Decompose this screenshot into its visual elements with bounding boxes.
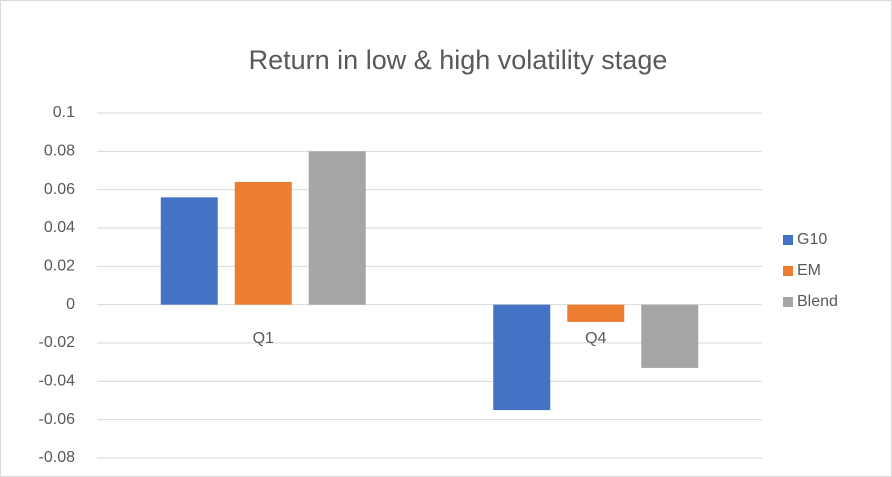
y-tick-label: 0 [66, 296, 75, 313]
bar [641, 304, 699, 368]
y-tick-label: 0.08 [44, 143, 75, 160]
chart-title: Return in low & high volatility stage [249, 45, 668, 75]
legend-label: G10 [797, 231, 827, 248]
y-tick-label: -0.04 [39, 373, 76, 390]
bar [308, 151, 366, 305]
y-tick-label: 0.04 [44, 219, 75, 236]
legend-swatch [783, 297, 793, 307]
y-tick-label: -0.08 [39, 449, 76, 466]
x-tick-label: Q4 [585, 330, 606, 347]
bar [160, 197, 218, 305]
y-tick-label: -0.02 [39, 334, 76, 351]
y-tick-label: 0.06 [44, 181, 75, 198]
bar [493, 304, 551, 411]
legend-label: Blend [797, 293, 838, 310]
bar [234, 182, 292, 305]
x-tick-label: Q1 [253, 330, 274, 347]
y-tick-label: -0.06 [39, 411, 76, 428]
legend-label: EM [797, 262, 821, 279]
y-tick-label: 0.02 [44, 258, 75, 275]
legend-swatch [783, 235, 793, 245]
bar [567, 304, 625, 322]
legend-swatch [783, 266, 793, 276]
y-tick-label: 0.1 [53, 104, 75, 121]
